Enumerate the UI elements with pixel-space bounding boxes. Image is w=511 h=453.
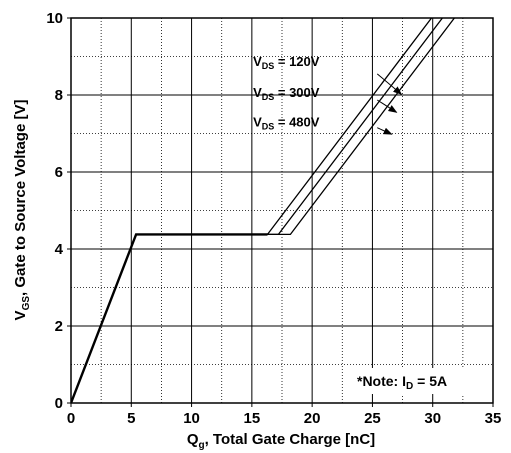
- y-axis-label-rest: , Gate to Source Voltage [V]: [12, 100, 29, 296]
- y-tick-label: 6: [55, 164, 63, 181]
- annotation-prefix: V: [253, 54, 262, 69]
- annotation-value: = 300V: [274, 85, 320, 100]
- annotation-label: VDS = 480V: [253, 115, 320, 132]
- x-axis-label: Qg, Total Gate Charge [nC]: [187, 431, 375, 451]
- x-tick-label: 5: [127, 410, 135, 427]
- series-group: [71, 18, 455, 403]
- x-axis-label-rest: , Total Gate Charge [nC]: [205, 431, 376, 448]
- note-value: = 5A: [413, 373, 447, 389]
- plot-border: [70, 17, 494, 404]
- annotation-sub: DS: [262, 92, 275, 102]
- grid: [67, 17, 494, 407]
- series-clip-group: [71, 18, 455, 403]
- annotation-label: VDS = 300V: [253, 85, 320, 102]
- note-sub: D: [406, 381, 413, 392]
- y-tick-label: 0: [55, 395, 63, 412]
- x-tick-label: 30: [424, 410, 441, 427]
- y-axis-label-main: V: [12, 310, 29, 320]
- annotation-value: = 120V: [274, 54, 320, 69]
- y-axis-label: VGS, Gate to Source Voltage [V]: [12, 100, 32, 321]
- note-text: *Note: ID = 5A: [357, 373, 447, 392]
- x-tick-label: 20: [304, 410, 321, 427]
- x-tick-label: 15: [244, 410, 261, 427]
- series-shared-segment: [71, 233, 268, 403]
- annotation-arrow: [376, 73, 403, 95]
- annotation-value: = 480V: [274, 115, 320, 130]
- x-tick-label: 0: [67, 410, 75, 427]
- y-tick-label: 8: [55, 87, 63, 104]
- x-tick-label: 25: [364, 410, 381, 427]
- annotation-arrow: [377, 127, 393, 135]
- y-tick-label: 4: [55, 241, 64, 258]
- annotation-sub: DS: [262, 61, 275, 71]
- annotation-sub: DS: [262, 122, 275, 132]
- x-tick-label: 10: [183, 410, 200, 427]
- tick-labels: 0 5 10 15 20 25 30 35 0 2 4 6 8 10: [46, 10, 501, 427]
- annotation-prefix: V: [253, 115, 262, 130]
- y-axis-label-sub: GS: [21, 296, 32, 311]
- x-tick-label: 35: [485, 410, 502, 427]
- annotation-arrow: [376, 99, 398, 113]
- x-axis-label-main: Q: [187, 431, 199, 448]
- x-axis-label-sub: g: [198, 440, 204, 451]
- note-box: [353, 368, 487, 394]
- y-tick-label: 2: [55, 318, 63, 335]
- y-tick-label: 10: [46, 10, 63, 27]
- annotation-prefix: V: [253, 85, 262, 100]
- annotation-label: VDS = 120V: [253, 54, 320, 71]
- note-prefix: *Note: I: [357, 373, 406, 389]
